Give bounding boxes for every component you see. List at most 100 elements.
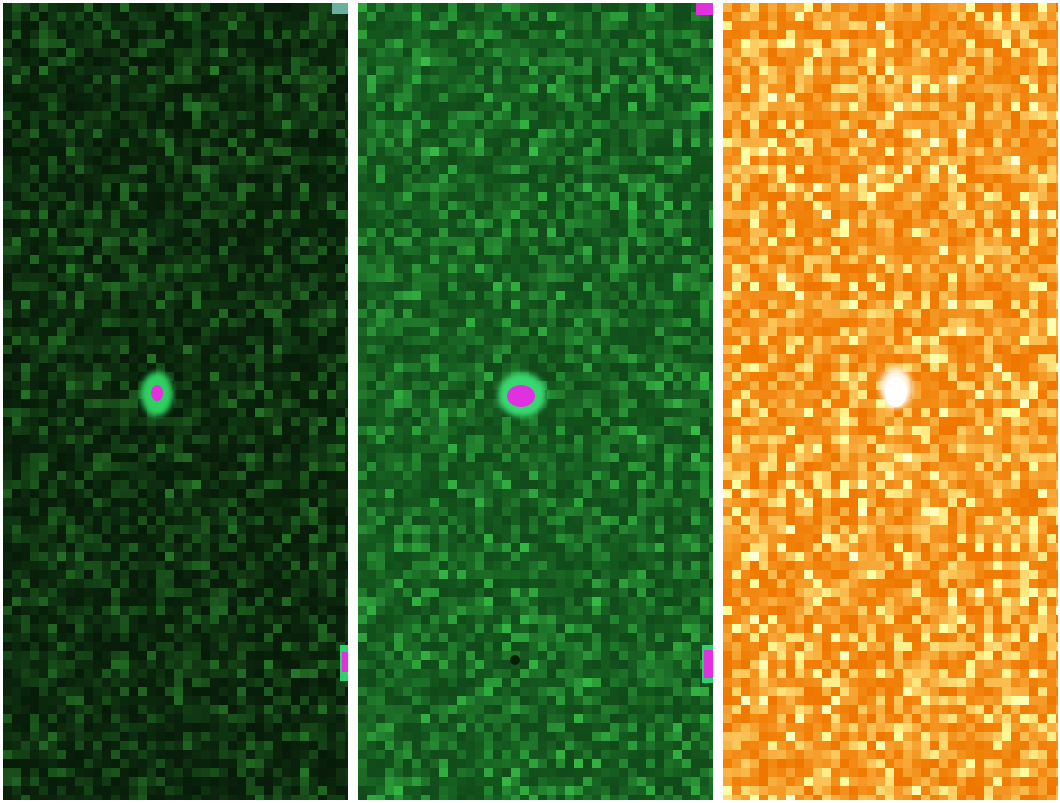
pixel xyxy=(300,48,309,57)
pixel xyxy=(156,282,165,291)
pixel xyxy=(57,399,66,408)
pixel xyxy=(493,192,502,201)
pixel xyxy=(111,75,120,84)
pixel xyxy=(93,291,102,300)
pixel xyxy=(75,120,84,129)
pixel xyxy=(583,57,592,66)
pixel xyxy=(291,687,300,696)
pixel xyxy=(246,246,255,255)
pixel xyxy=(583,237,592,246)
pixel xyxy=(156,786,165,795)
pixel xyxy=(345,570,348,579)
pixel xyxy=(646,102,655,111)
pixel xyxy=(192,264,201,273)
pixel xyxy=(709,192,713,201)
pixel xyxy=(174,498,183,507)
pixel xyxy=(129,579,138,588)
pixel xyxy=(84,642,93,651)
pixel xyxy=(93,525,102,534)
pixel xyxy=(156,12,165,21)
pixel xyxy=(210,255,219,264)
pixel xyxy=(394,21,403,30)
pixel xyxy=(174,264,183,273)
pixel xyxy=(111,30,120,39)
pixel xyxy=(111,660,120,669)
pixel xyxy=(336,264,345,273)
pixel xyxy=(246,309,255,318)
pixel xyxy=(291,165,300,174)
pixel xyxy=(439,273,448,282)
pixel xyxy=(637,336,646,345)
pixel xyxy=(39,723,48,732)
pixel xyxy=(201,174,210,183)
pixel xyxy=(592,12,601,21)
pixel xyxy=(246,453,255,462)
pixel xyxy=(700,183,709,192)
pixel xyxy=(628,255,637,264)
pixel xyxy=(255,255,264,264)
pixel xyxy=(111,498,120,507)
pixel xyxy=(174,768,183,777)
pixel xyxy=(691,102,700,111)
pixel xyxy=(376,291,385,300)
pixel xyxy=(147,435,156,444)
pixel xyxy=(345,786,348,795)
pixel xyxy=(655,129,664,138)
pixel xyxy=(57,381,66,390)
pixel xyxy=(210,228,219,237)
pixel xyxy=(291,300,300,309)
pixel xyxy=(111,786,120,795)
pixel xyxy=(138,345,147,354)
pixel xyxy=(57,642,66,651)
pixel xyxy=(255,480,264,489)
pixel xyxy=(66,588,75,597)
pixel xyxy=(39,381,48,390)
pixel xyxy=(430,84,439,93)
pixel xyxy=(30,534,39,543)
pixel xyxy=(66,399,75,408)
pixel xyxy=(345,93,348,102)
pixel xyxy=(358,39,367,48)
pixel xyxy=(165,597,174,606)
pixel xyxy=(300,111,309,120)
pixel xyxy=(174,795,183,800)
pixel xyxy=(336,579,345,588)
pixel xyxy=(138,246,147,255)
pixel xyxy=(219,651,228,660)
pixel xyxy=(57,165,66,174)
pixel xyxy=(547,309,556,318)
pixel xyxy=(327,759,336,768)
pixel xyxy=(682,156,691,165)
pixel xyxy=(439,156,448,165)
pixel xyxy=(637,147,646,156)
pixel xyxy=(457,210,466,219)
pixel xyxy=(66,138,75,147)
pixel xyxy=(192,759,201,768)
pixel xyxy=(327,471,336,480)
pixel xyxy=(264,327,273,336)
pixel xyxy=(21,3,30,12)
pixel xyxy=(318,336,327,345)
pixel xyxy=(529,39,538,48)
pixel xyxy=(120,57,129,66)
pixel xyxy=(30,174,39,183)
pixel xyxy=(201,570,210,579)
pixel xyxy=(12,453,21,462)
pixel xyxy=(237,588,246,597)
pixel xyxy=(300,786,309,795)
pixel xyxy=(655,192,664,201)
pixel xyxy=(165,327,174,336)
pixel xyxy=(475,39,484,48)
pixel xyxy=(174,444,183,453)
pixel xyxy=(291,255,300,264)
pixel xyxy=(3,309,12,318)
pixel xyxy=(147,615,156,624)
pixel xyxy=(691,57,700,66)
pixel xyxy=(147,138,156,147)
pixel xyxy=(574,120,583,129)
pixel xyxy=(237,570,246,579)
pixel xyxy=(3,93,12,102)
pixel xyxy=(102,354,111,363)
pixel xyxy=(345,237,348,246)
pixel xyxy=(21,57,30,66)
